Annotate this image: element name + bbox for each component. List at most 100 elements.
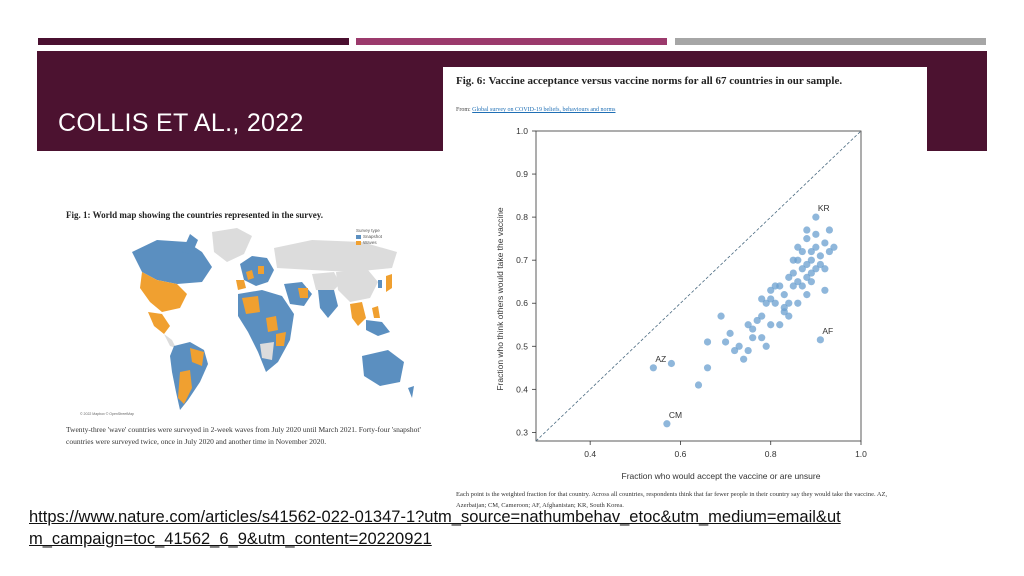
data-point <box>771 299 779 307</box>
data-point <box>789 269 797 277</box>
data-point <box>780 308 788 316</box>
data-point <box>803 291 811 299</box>
x-tick-label: 0.4 <box>584 449 596 459</box>
y-tick-label: 0.3 <box>516 427 528 437</box>
decorative-bar-1 <box>38 38 349 45</box>
data-point <box>731 346 739 355</box>
data-point <box>776 282 784 290</box>
legend-swatch-waves <box>356 240 361 245</box>
data-point <box>812 243 820 251</box>
data-point <box>785 273 793 281</box>
y-tick-label: 0.5 <box>516 341 528 351</box>
data-point <box>830 243 838 251</box>
legend-label-snapshot: Snapshot <box>363 234 383 239</box>
data-point <box>807 247 815 256</box>
y-tick-label: 0.6 <box>516 298 528 308</box>
data-point <box>816 336 824 344</box>
data-point <box>794 278 802 286</box>
scatter-chart: 0.4 0.6 0.8 1.0 0.3 0.4 0.5 0.6 0.7 0.8 0.9 1.0 KR A… <box>495 126 867 481</box>
data-point <box>812 213 820 221</box>
decorative-bar-3 <box>675 38 986 45</box>
data-point <box>721 338 730 346</box>
data-point <box>744 346 752 355</box>
y-tick-label: 1.0 <box>516 126 528 136</box>
data-point <box>803 273 811 281</box>
data-point <box>762 342 770 350</box>
data-point <box>803 260 811 269</box>
world-map <box>62 222 426 417</box>
data-point <box>749 334 757 342</box>
data-point <box>789 282 797 290</box>
data-point <box>803 235 811 243</box>
point-label: AF <box>822 326 833 336</box>
data-point <box>789 256 797 264</box>
data-point <box>767 295 775 303</box>
data-point <box>821 286 829 294</box>
data-point <box>758 312 766 320</box>
plot-frame <box>535 130 862 442</box>
point-label: AZ <box>655 354 666 364</box>
data-point <box>740 355 748 363</box>
data-point <box>816 260 824 269</box>
decorative-bar-2 <box>356 38 667 45</box>
data-point <box>794 243 802 251</box>
data-point <box>649 364 657 372</box>
data-point <box>785 299 793 307</box>
figure-1-title: Fig. 1: World map showing the countries … <box>66 210 324 220</box>
data-point <box>812 265 820 273</box>
x-tick-label: 0.6 <box>675 449 687 459</box>
data-point <box>744 321 752 329</box>
data-point <box>717 312 725 320</box>
point-label: KR <box>818 203 830 213</box>
data-point <box>762 299 770 307</box>
data-point <box>735 342 743 350</box>
data-point <box>807 278 815 286</box>
figure-1-caption: Twenty-three 'wave' countries were surve… <box>66 425 421 446</box>
data-point <box>794 299 802 307</box>
data-point <box>694 381 703 389</box>
data-point <box>798 247 806 256</box>
y-tick-label: 0.4 <box>516 384 528 394</box>
data-point <box>667 359 676 368</box>
data-point <box>816 252 824 260</box>
data-point <box>753 316 761 325</box>
identity-line <box>535 130 862 442</box>
slide-title: COLLIS ET AL., 2022 <box>58 109 304 137</box>
data-point <box>798 282 806 290</box>
figure-6-panel: Fig. 6: Vaccine acceptance versus vaccin… <box>443 67 927 517</box>
source-url-link[interactable]: https://www.nature.com/articles/s41562-0… <box>29 508 841 548</box>
figure-6-source: From: Global survey on COVID-19 beliefs,… <box>456 107 615 113</box>
x-tick-label: 1.0 <box>855 449 867 459</box>
data-point <box>798 265 806 273</box>
legend-label-waves: Waves <box>363 240 377 245</box>
y-axis-label: Fraction who think others would take the… <box>495 207 505 391</box>
figure-6-caption: Each point is the weighted fraction for … <box>456 491 888 509</box>
data-point <box>821 239 829 247</box>
data-point <box>780 291 788 299</box>
map-legend-title: Survey type <box>356 228 380 233</box>
data-point <box>807 256 815 264</box>
x-axis-label: Fraction who would accept the vaccine or… <box>622 471 821 481</box>
data-point <box>825 247 834 256</box>
data-point <box>821 265 829 273</box>
data-point <box>663 420 671 428</box>
y-tick-label: 0.7 <box>516 255 528 265</box>
data-point <box>785 312 793 320</box>
data-point <box>767 321 775 329</box>
data-point <box>807 269 815 277</box>
data-point <box>758 334 766 342</box>
y-tick-label: 0.8 <box>516 212 528 222</box>
data-point <box>825 226 834 234</box>
legend-item-waves: Waves <box>356 240 377 245</box>
legend-item-snapshot: Snapshot <box>356 234 382 239</box>
x-tick-label: 0.8 <box>765 449 777 459</box>
figure-1-panel: Fig. 1: World map showing the countries … <box>62 200 426 455</box>
map-credit: © 2022 Mapbox © OpenStreetMap <box>80 412 134 416</box>
y-tick-label: 0.9 <box>516 169 528 179</box>
legend-swatch-snapshot <box>356 234 361 239</box>
point-label: CM <box>669 410 682 420</box>
data-point <box>703 338 712 346</box>
source-prefix: From: <box>456 107 471 113</box>
source-link[interactable]: Global survey on COVID-19 beliefs, behav… <box>472 107 616 113</box>
data-point <box>812 230 820 238</box>
